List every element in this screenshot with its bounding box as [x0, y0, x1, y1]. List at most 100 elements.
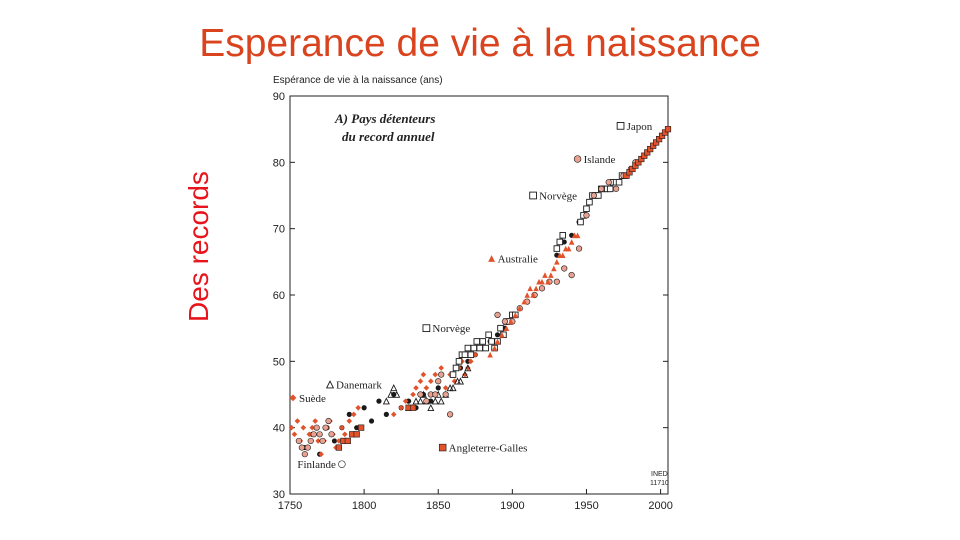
point-su-de-7 [309, 424, 316, 431]
point-angleterre-galles-7 [409, 404, 417, 411]
point-norv-ge-6 [467, 351, 475, 358]
point-danemark-3 [393, 390, 401, 398]
point-australie-9 [524, 292, 530, 298]
point-norv-ge-12 [485, 331, 492, 339]
point-su-de-4 [300, 424, 307, 431]
point-islande-20 [583, 212, 590, 219]
point-danemark-19 [464, 364, 472, 372]
point-australie-21 [559, 252, 566, 258]
band-point-26 [494, 332, 501, 338]
point-norv-ge-24 [559, 232, 567, 239]
point-finlande-2 [301, 451, 308, 458]
annotation-marker-islande-5 [573, 155, 582, 163]
point-su-de-23 [398, 404, 404, 411]
point-australie-4 [503, 325, 510, 331]
annotation-marker-angleterre-galles-7 [438, 443, 447, 452]
point-australie-0 [487, 351, 493, 358]
black-band [302, 173, 627, 457]
point-australie-6 [512, 312, 519, 318]
point-australie-10 [527, 285, 533, 292]
band-point-17 [428, 398, 434, 404]
band-point-18 [435, 385, 441, 391]
point-australie-26 [574, 232, 581, 239]
point-norv-ge-35 [606, 185, 614, 193]
point-su-de-30 [423, 385, 430, 391]
band-point-4 [331, 438, 338, 444]
point-norv-ge-8 [473, 338, 481, 345]
x-tick-label-2000: 2000 [648, 500, 672, 512]
band-point-14 [405, 398, 412, 404]
point-danemark-12 [437, 397, 445, 405]
annotation-label-australie-4: Australie [498, 254, 538, 266]
y-tick-label-40: 40 [273, 423, 285, 435]
source-line2: 11710 [650, 480, 669, 487]
point-su-de-8 [312, 418, 318, 424]
point-su-de-41 [465, 365, 471, 371]
point-islande-7 [446, 411, 454, 418]
point-norv-ge-28 [586, 198, 593, 206]
point-finlande-4 [307, 437, 314, 445]
point-su-de-18 [342, 431, 348, 438]
point-australie-15 [542, 272, 548, 278]
annotation-marker-finlande-8 [338, 460, 346, 468]
point-islande-5 [438, 371, 445, 378]
point-su-de-34 [438, 365, 444, 371]
point-su-de-40 [462, 371, 468, 378]
point-australie-14 [539, 278, 545, 285]
data-points [288, 126, 672, 458]
annotation-label-japon-6: Japon [627, 121, 653, 133]
point-norv-ge-16 [497, 324, 504, 332]
band-point-11 [383, 411, 389, 417]
point-islande-22 [598, 185, 605, 192]
point-australie-7 [516, 305, 523, 312]
point-su-de-42 [468, 358, 474, 365]
point-australie-5 [508, 318, 514, 325]
annotation-label-norv-ge-3: Norvège [539, 191, 577, 203]
band-point-10 [376, 398, 382, 404]
point-danemark-15 [449, 384, 457, 392]
point-norv-ge-2 [455, 358, 463, 365]
panel-title-line1: A) Pays détenteurs [334, 111, 435, 126]
x-tick-label-1800: 1800 [352, 500, 376, 512]
point-su-de-9 [315, 438, 321, 444]
point-angleterre-galles-2 [344, 437, 351, 445]
point-su-de-19 [346, 418, 353, 424]
point-finlande-5 [310, 431, 317, 438]
point-danemark-6 [416, 397, 424, 405]
x-tick-label-1850: 1850 [426, 500, 450, 512]
point-su-de-6 [306, 431, 313, 438]
x-tick-label-1750: 1750 [278, 500, 302, 512]
x-axis-ticks: 1750 1800 1850 1900 1950 2000 [278, 489, 673, 512]
band-point-7 [354, 425, 360, 431]
annotation-marker-norv-ge-3 [529, 191, 537, 200]
point-australie-24 [568, 239, 575, 245]
point-finlande-3 [304, 444, 311, 451]
point-australie-23 [565, 245, 572, 252]
slide-title: Esperance de vie à la naissance [199, 22, 761, 65]
point-su-de-43 [472, 351, 479, 358]
point-norv-ge-9 [476, 344, 483, 352]
point-su-de-29 [420, 371, 427, 378]
point-finlande-6 [313, 424, 320, 431]
point-norv-ge-1 [452, 364, 460, 372]
point-finlande-0 [295, 437, 302, 445]
point-islande-0 [417, 391, 424, 398]
point-su-de-1 [291, 431, 298, 438]
point-japon-14 [664, 126, 672, 133]
point-danemark-5 [412, 397, 420, 405]
point-su-de-2 [294, 418, 301, 424]
point-australie-2 [494, 338, 501, 345]
y-tick-label-60: 60 [273, 290, 285, 302]
point-islande-4 [435, 378, 442, 385]
point-islande-9 [501, 318, 509, 325]
point-norv-ge-10 [479, 338, 486, 345]
point-danemark-10 [431, 397, 439, 405]
point-islande-23 [605, 179, 612, 186]
annotation-marker-australie-4 [488, 255, 495, 262]
point-angleterre-galles-4 [353, 431, 360, 438]
point-su-de-10 [318, 451, 324, 457]
source-line1: INED [651, 471, 668, 478]
point-su-de-27 [413, 385, 419, 391]
point-su-de-17 [339, 424, 345, 431]
